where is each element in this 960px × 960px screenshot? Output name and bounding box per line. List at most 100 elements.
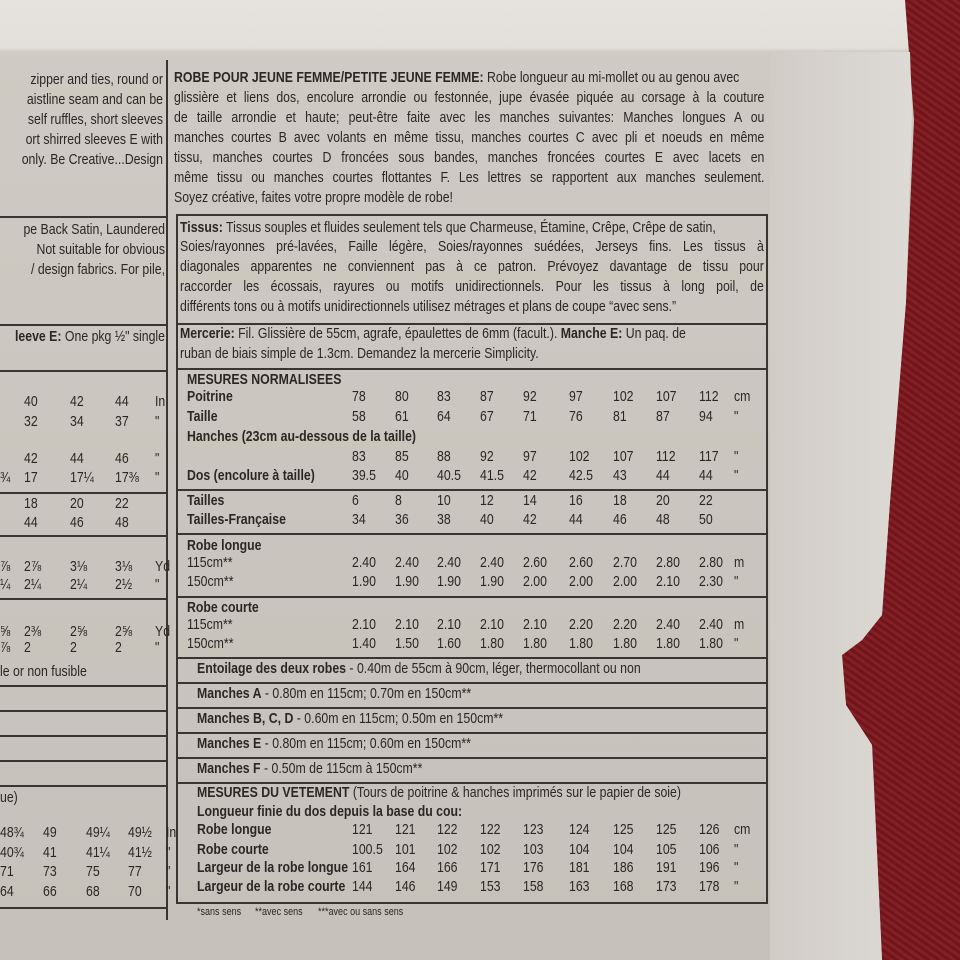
- table-row-label: Largeur de la robe courte: [197, 878, 345, 896]
- left-size-cell: ": [155, 469, 160, 486]
- left-size-cell: 2: [70, 639, 77, 656]
- table-cell: 48: [656, 511, 670, 528]
- left-size-cell: 42: [70, 393, 84, 410]
- table-cell: 87: [480, 388, 494, 405]
- left-size-cell: 17¼: [70, 469, 94, 486]
- left-size-cell: 3⅛: [115, 558, 133, 575]
- left-garment-fragment: ue): [0, 789, 18, 806]
- left-garment-cell: 41¼: [86, 843, 110, 861]
- table-cell: 2.70: [613, 554, 637, 571]
- table-cell: 1.40: [352, 635, 376, 652]
- table-cell: 126: [699, 821, 720, 838]
- table-cell: 40: [395, 467, 409, 484]
- table-row-label: Longueur finie du dos depuis la base du …: [197, 803, 462, 821]
- table-cell: 1.90: [395, 573, 419, 590]
- row-label: Manches F: [197, 760, 261, 777]
- fabrics-label: Tissus:: [180, 219, 223, 236]
- left-notions-line: leeve E: One pkg ½" single: [1, 328, 165, 346]
- table-cell: 40.5: [437, 467, 461, 484]
- table-cell: 104: [613, 841, 634, 858]
- table-cell: 6: [352, 492, 359, 509]
- table-cell: 41.5: [480, 467, 504, 484]
- table-unit: ": [734, 448, 739, 465]
- notions-label: Mercerie:: [180, 325, 235, 342]
- left-size-cell: In: [155, 393, 166, 410]
- table-cell: 2.10: [656, 573, 680, 590]
- table-row-label: 150cm**: [187, 573, 233, 591]
- table-cell: 2.20: [569, 616, 593, 633]
- table-cell: 42: [523, 511, 537, 528]
- table-cell: 102: [437, 841, 458, 858]
- table-cell: 104: [569, 841, 590, 858]
- table-cell: 2.60: [569, 554, 593, 571]
- table-cell: 186: [613, 859, 634, 876]
- table-cell: 2.10: [480, 616, 504, 633]
- table-unit: ": [734, 573, 739, 590]
- table-unit: ": [734, 467, 739, 484]
- row-label: Robe courte: [187, 599, 259, 616]
- row-label: Robe courte: [197, 841, 269, 858]
- table-unit: ": [734, 841, 739, 858]
- left-size-cell: 2: [115, 639, 122, 656]
- row-text: - 0.40m de 55cm à 90cm, léger, thermocol…: [346, 660, 641, 677]
- table-cell: 18: [613, 492, 627, 509]
- table-row-label: Robe longue: [197, 821, 271, 839]
- table-cell: 20: [656, 492, 670, 509]
- footnote: ***avec ou sans sens: [318, 906, 404, 918]
- left-size-cell: 2: [24, 639, 31, 656]
- row-label: Longueur finie du dos depuis la base du …: [197, 803, 463, 820]
- table-cell: 144: [352, 878, 373, 895]
- divider-line: [176, 214, 768, 216]
- table-cell: 1.80: [613, 635, 637, 652]
- left-size-cell: 2¼: [24, 576, 42, 593]
- table-cell: 105: [656, 841, 677, 858]
- divider-line: [176, 782, 768, 784]
- divider-line: [176, 323, 768, 325]
- table-row-label: 150cm**: [187, 635, 233, 653]
- left-size-cell: 2⅝: [115, 623, 133, 640]
- left-size-cell: Yd: [155, 558, 171, 575]
- left-size-cell: 37: [115, 413, 129, 430]
- table-cell: 2.10: [395, 616, 419, 633]
- row-label: 115cm**: [187, 554, 233, 571]
- left-interfacing-fragment: le or non fusible: [0, 663, 87, 680]
- fabrics-line: Tissus: Tissus souples et fluides seulem…: [180, 219, 716, 237]
- row-label: Dos (encolure à taille): [187, 467, 315, 484]
- row-label: Manches B, C, D: [197, 710, 294, 727]
- left-size-cell: 34: [70, 413, 84, 430]
- left-size-cell: ": [155, 413, 160, 430]
- table-row-label: Manches F - 0.50m de 115cm à 150cm**: [197, 760, 422, 778]
- table-cell: 1.80: [480, 635, 504, 652]
- divider-line: [176, 596, 768, 598]
- table-row-label: Taille: [187, 408, 218, 426]
- table-cell: 87: [656, 408, 670, 425]
- left-size-cell: 46: [115, 450, 129, 467]
- description-line: de taille arrondie et haute; peut-être f…: [174, 109, 765, 126]
- left-description-line: self ruffles, short sleeves: [27, 111, 163, 128]
- left-garment-cell: 49½: [128, 824, 152, 841]
- row-label: Taille: [187, 408, 218, 425]
- table-cell: 102: [569, 448, 590, 465]
- divider-line: [0, 216, 168, 218]
- fabrics-line: diagonales apparentes ne conviennent pas…: [180, 258, 764, 275]
- table-cell: 121: [395, 821, 416, 838]
- notions-line: Mercerie: Fil. Glissière de 55cm, agrafe…: [180, 325, 686, 343]
- left-size-cell: ⅝: [0, 623, 11, 640]
- table-cell: 2.20: [613, 616, 637, 633]
- table-cell: 34: [352, 511, 366, 528]
- table-cell: 2.10: [352, 616, 376, 633]
- row-text: - 0.80m en 115cm; 0.60m en 150cm**: [261, 735, 471, 752]
- column-divider: [166, 60, 168, 920]
- table-cell: 1.90: [437, 573, 461, 590]
- left-garment-cell: 75: [86, 863, 100, 880]
- left-garment-cell: 49¼: [86, 824, 110, 841]
- left-size-cell: 44: [115, 393, 129, 410]
- table-cell: 149: [437, 878, 458, 895]
- table-row-label: Entoilage des deux robes - 0.40m de 55cm…: [197, 660, 641, 678]
- table-cell: 88: [437, 448, 451, 465]
- table-cell: 181: [569, 859, 590, 876]
- notions-line-2: ruban de biais simple de 1.3cm. Demandez…: [180, 345, 539, 362]
- table-cell: 61: [395, 408, 409, 425]
- left-description-line: zipper and ties, round or: [30, 71, 163, 88]
